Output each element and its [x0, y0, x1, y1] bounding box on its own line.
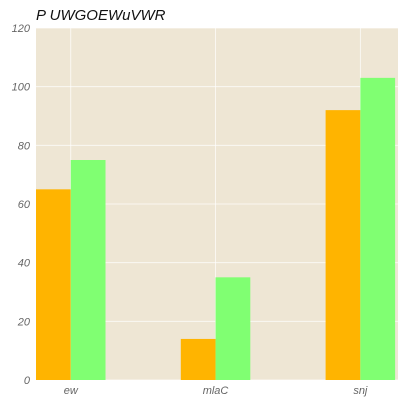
- bar-ew-series-1: [36, 189, 71, 380]
- bar-snj-series-1: [325, 110, 361, 380]
- bar-snj-series-2: [360, 77, 396, 380]
- y-tick-label: 20: [17, 316, 31, 328]
- x-tick-label: snj: [353, 385, 368, 397]
- x-tick-label: mlaC: [203, 385, 229, 397]
- chart-title: P UWGOEWuVWR: [36, 7, 166, 24]
- y-tick-label: 80: [18, 140, 31, 152]
- y-tick-label: 100: [12, 82, 31, 94]
- x-tick-label: ew: [64, 385, 79, 397]
- y-tick-label: 120: [12, 23, 31, 35]
- y-tick-label: 40: [18, 258, 31, 270]
- bar-mlaC-series-1: [180, 338, 216, 380]
- y-tick-label: 60: [18, 199, 31, 211]
- bar-mlaC-series-2: [215, 277, 251, 380]
- bar-ew-series-2: [70, 160, 106, 380]
- y-tick-label: 0: [24, 375, 31, 387]
